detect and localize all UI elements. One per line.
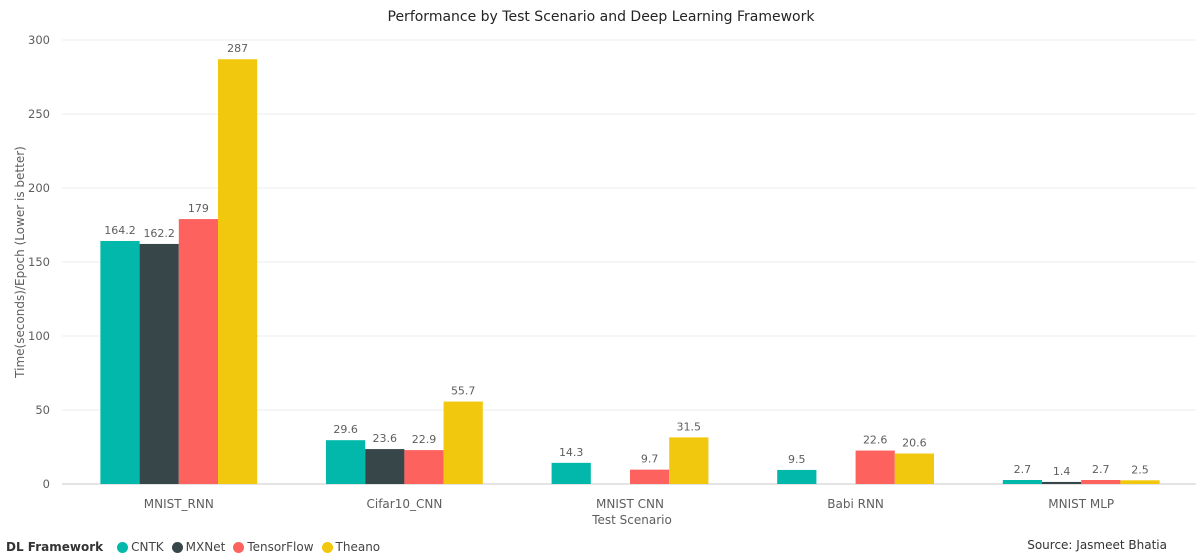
legend-title: DL Framework [6, 540, 104, 554]
bars [100, 59, 1160, 485]
category-label-mnist-cnn: MNIST CNN [596, 497, 664, 511]
bar-mxnet-mnist-rnn[interactable] [139, 243, 179, 484]
legend-item-tensorflow[interactable]: TensorFlow [233, 540, 314, 554]
data-label-theano-babi-rnn: 20.6 [902, 437, 927, 450]
data-label-tensorflow-cifar10-cnn: 22.9 [412, 433, 437, 446]
y-tick-label: 200 [28, 181, 50, 195]
bar-theano-mnist-rnn[interactable] [218, 59, 258, 485]
y-axis-ticks: 0 50 100 150 200 250 300 [28, 33, 50, 491]
bar-chart: Performance by Test Scenario and Deep Le… [13, 9, 1196, 527]
y-tick-label: 0 [43, 477, 50, 491]
legend-dot-tensorflow [233, 541, 245, 553]
bar-cntk-mnist-rnn[interactable] [100, 240, 140, 484]
data-label-cntk-mnist-cnn: 14.3 [559, 446, 584, 459]
bar-mxnet-mnist-mlp[interactable] [1042, 481, 1082, 484]
data-label-tensorflow-babi-rnn: 22.6 [863, 434, 888, 447]
legend-item-theano[interactable]: Theano [321, 540, 381, 554]
legend-label-tensorflow: TensorFlow [247, 540, 314, 554]
data-label-mxnet-mnist-rnn: 162.2 [143, 227, 175, 240]
category-label-babi-rnn: Babi RNN [827, 497, 884, 511]
data-label-theano-mnist-cnn: 31.5 [677, 420, 702, 433]
data-label-tensorflow-mnist-mlp: 2.7 [1092, 463, 1110, 476]
data-labels: 164.2 162.2 179 287 29.6 23.6 22.9 55.7 14.3 9.7 3… [104, 42, 1149, 478]
bar-theano-mnist-cnn[interactable] [669, 437, 709, 484]
data-label-cntk-cifar10-cnn: 29.6 [333, 423, 358, 436]
y-tick-label: 150 [28, 255, 50, 269]
legend-label-cntk: CNTK [131, 540, 164, 554]
y-tick-label: 300 [28, 33, 50, 47]
data-label-tensorflow-mnist-cnn: 9.7 [641, 453, 659, 466]
bar-mxnet-cifar10-cnn[interactable] [365, 449, 405, 484]
bar-theano-babi-rnn[interactable] [894, 453, 934, 484]
data-label-theano-mnist-rnn: 287 [227, 42, 248, 55]
legend-item-mxnet[interactable]: MXNet [171, 540, 226, 554]
category-label-mnist-mlp: MNIST MLP [1048, 497, 1114, 511]
legend-dot-theano [321, 541, 333, 553]
bar-tensorflow-mnist-cnn[interactable] [630, 469, 670, 484]
category-label-cifar10-cnn: Cifar10_CNN [366, 497, 442, 511]
bar-tensorflow-babi-rnn[interactable] [855, 450, 895, 484]
bar-theano-cifar10-cnn[interactable] [443, 401, 483, 484]
legend-label-mxnet: MXNet [185, 540, 226, 554]
data-label-mxnet-cifar10-cnn: 23.6 [373, 432, 398, 445]
legend-dot-mxnet [171, 541, 183, 553]
legend: DL Framework CNTK MXNet TensorFlow Thean… [6, 538, 388, 556]
data-label-theano-mnist-mlp: 2.5 [1131, 463, 1149, 476]
data-label-theano-cifar10-cnn: 55.7 [451, 385, 476, 398]
bar-cntk-babi-rnn[interactable] [777, 469, 817, 484]
data-label-mxnet-mnist-mlp: 1.4 [1053, 465, 1071, 478]
data-label-tensorflow-mnist-rnn: 179 [188, 202, 209, 215]
bar-cntk-mnist-cnn[interactable] [551, 462, 591, 484]
bar-tensorflow-mnist-rnn[interactable] [178, 219, 218, 484]
data-label-cntk-mnist-mlp: 2.7 [1014, 463, 1032, 476]
bar-theano-mnist-mlp[interactable] [1120, 480, 1160, 484]
y-tick-label: 100 [28, 329, 50, 343]
x-axis-title: Test Scenario [591, 513, 672, 527]
chart-title: Performance by Test Scenario and Deep Le… [388, 9, 816, 25]
data-label-cntk-mnist-rnn: 164.2 [104, 224, 136, 237]
legend-label-theano: Theano [335, 540, 381, 554]
source-note: Source: Jasmeet Bhatia [1027, 538, 1167, 552]
y-tick-label: 50 [35, 403, 50, 417]
y-axis-title: Time(seconds)/Epoch (Lower is better) [13, 146, 27, 379]
legend-dot-cntk [117, 541, 129, 553]
bar-tensorflow-mnist-mlp[interactable] [1081, 480, 1121, 484]
category-label-mnist-rnn: MNIST_RNN [144, 497, 214, 511]
x-axis-categories: MNIST_RNN Cifar10_CNN MNIST CNN Babi RNN MNI… [144, 497, 1114, 511]
y-tick-label: 250 [28, 107, 50, 121]
data-label-cntk-babi-rnn: 9.5 [788, 453, 806, 466]
bar-tensorflow-cifar10-cnn[interactable] [404, 450, 444, 484]
bar-cntk-mnist-mlp[interactable] [1002, 480, 1042, 484]
legend-item-cntk[interactable]: CNTK [117, 540, 164, 554]
bar-cntk-cifar10-cnn[interactable] [326, 440, 366, 484]
